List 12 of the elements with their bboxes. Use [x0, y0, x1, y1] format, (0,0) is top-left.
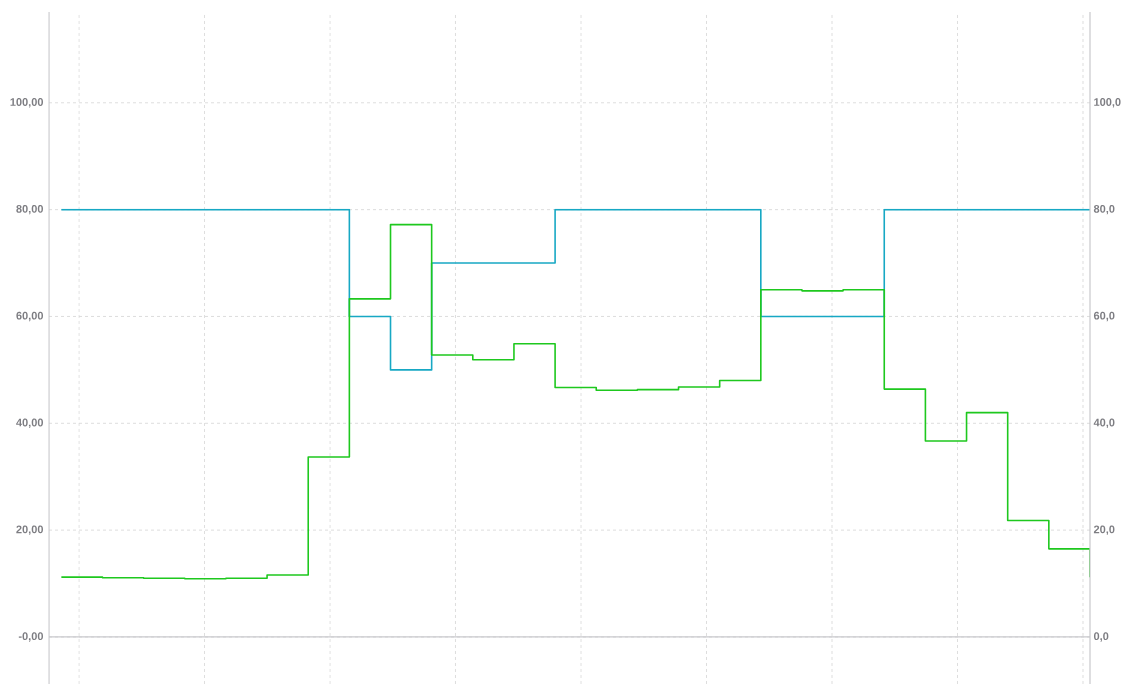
y-tick-label: 20,00: [16, 525, 44, 535]
y-tick-label: 60,00: [16, 311, 44, 322]
y2-tick-label: 60,0: [1093, 311, 1115, 322]
y2-tick-label: 20,0: [1093, 525, 1115, 535]
y2-tick-label: 80,0: [1093, 204, 1115, 215]
y-tick-label: 100,00: [10, 98, 44, 108]
y2-tick-label: 40,0: [1093, 418, 1115, 428]
y2-tick-label: 0,0: [1093, 632, 1109, 642]
y-tick-label: 80,00: [16, 204, 44, 215]
y2-tick-label: 100,0: [1094, 98, 1121, 108]
y-tick-label: -0,00: [18, 632, 44, 642]
y-tick-label: 40,00: [16, 418, 44, 428]
